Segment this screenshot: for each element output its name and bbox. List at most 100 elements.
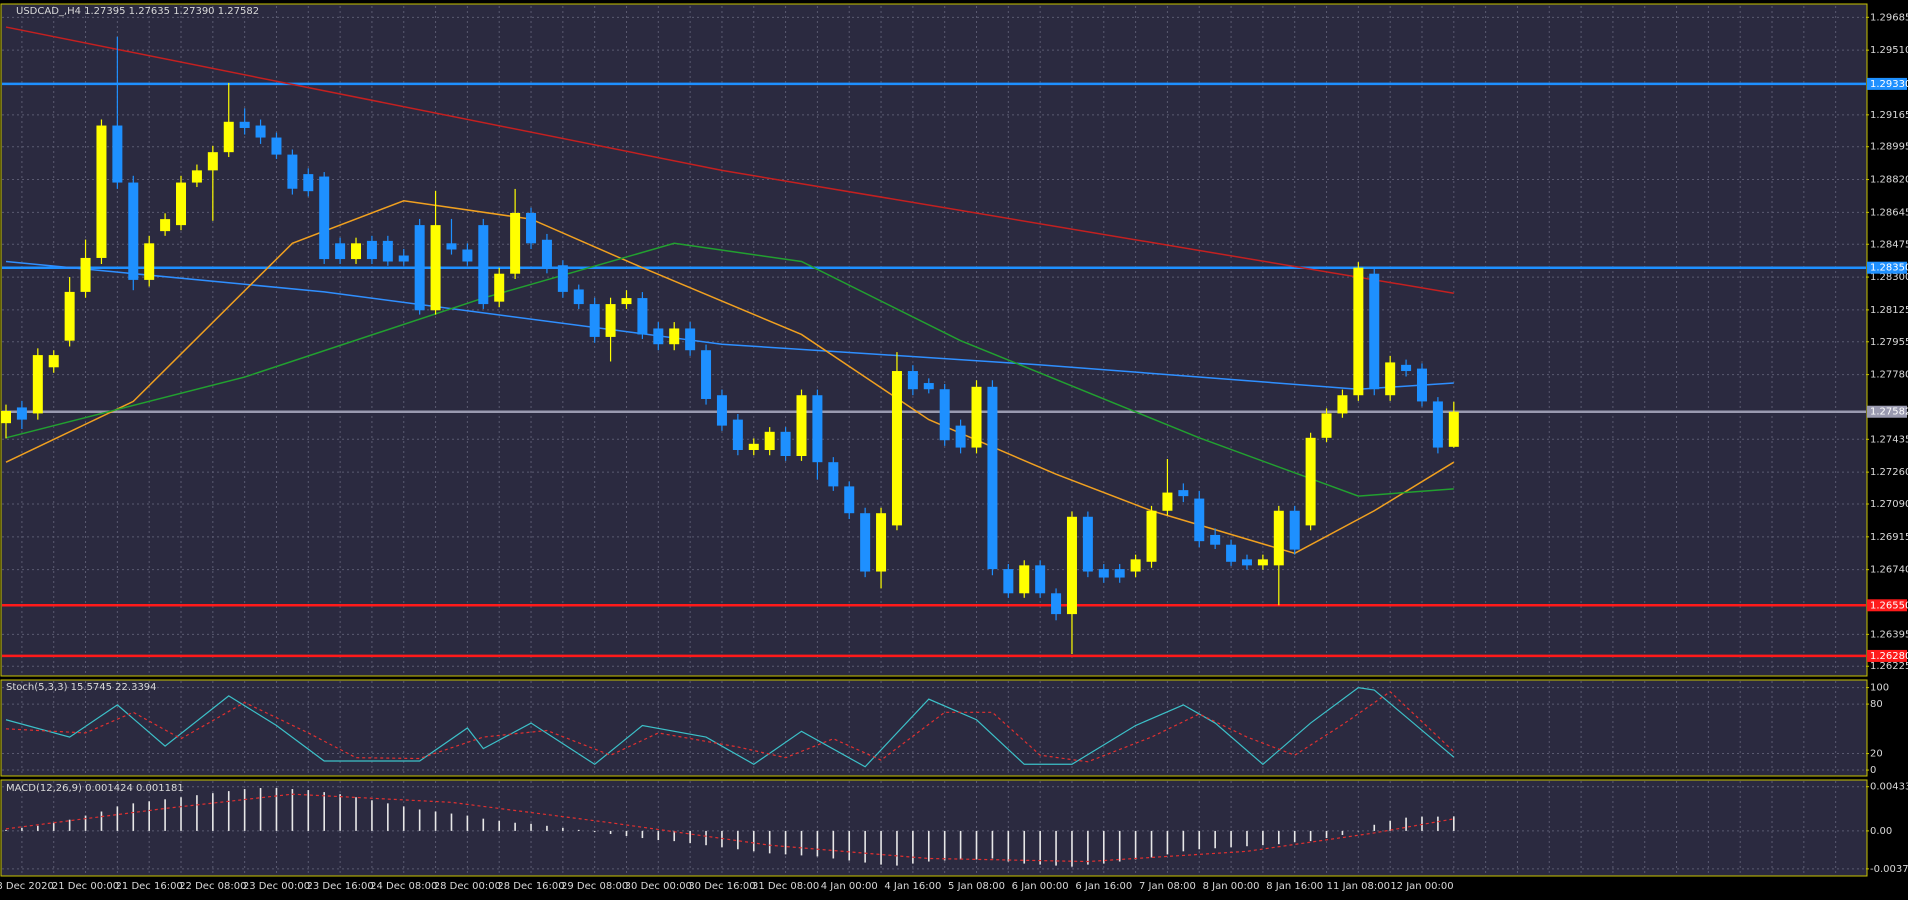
macd-bar [387,803,389,831]
y-tick-label: 0 [1870,765,1876,776]
macd-bar [530,823,532,831]
candle-body [128,182,139,280]
y-tick-label: 20 [1870,749,1883,760]
candle-body [255,125,266,138]
candle-body [1226,544,1237,562]
candle-body [1162,492,1173,511]
macd-bar [546,825,548,831]
indicator-line [5,690,1455,763]
candle-body [876,513,887,572]
x-tick-label: 18 Dec 2020 [0,881,54,892]
candle-body [1448,411,1459,447]
y-tick-label: 1.26915 [1870,532,1908,543]
level-label-box [1867,77,1907,90]
macd-bar [1118,830,1121,862]
candle-body [32,355,43,414]
macd-bar [1453,816,1455,831]
indicator-line [5,793,1454,863]
macd-bar [880,830,882,865]
candle-body [478,225,489,305]
candle-body [414,225,425,311]
macd-bar [593,830,596,832]
candle-body [1114,569,1125,578]
candle-body [526,212,537,244]
macd-bar [291,789,294,831]
candle-body [701,350,712,399]
candle-body [1051,593,1062,615]
candle-body [80,257,91,292]
macd-bar [402,806,405,831]
macd-bar [991,830,994,859]
grid [2,6,1866,875]
x-tick-label: 30 Dec 16:00 [688,881,755,892]
candle-body [1019,565,1030,594]
candle-body [605,304,616,337]
macd-bar [498,820,501,831]
macd-bar [52,822,55,831]
x-tick-label: 7 Jan 08:00 [1139,881,1196,892]
panel-title: Stoch(5,3,3) 15.5745 22.3394 [6,682,157,693]
macd-bar [100,811,103,831]
macd-bar [164,799,166,831]
level-label: 1.29330 [1870,79,1908,90]
candle-body [685,328,696,351]
macd-bar [959,830,962,860]
macd-bar [1389,820,1391,831]
macd-bar [1166,830,1169,855]
y-tick-label: 1.28125 [1870,305,1908,316]
macd-bar [339,794,341,831]
plot: 1.29685 1.29510 1.29165 1.28995 1.28820 1.286… [0,12,1908,892]
macd-bar [577,829,580,831]
candle-body [207,152,218,171]
macd-bar [1437,816,1439,831]
macd-bar [912,830,914,864]
macd-bar [864,830,866,863]
macd-bar [1182,830,1185,852]
x-tick-label: 8 Jan 00:00 [1203,881,1260,892]
y-tick-label: 1.27780 [1870,370,1908,381]
symbol-header: USDCAD_,H4 1.27395 1.27635 1.27390 1.275… [16,6,259,17]
candle-body [971,386,982,448]
macd-bar [180,797,182,831]
macd-bar [832,830,835,859]
candle-body [16,407,27,420]
macd-bar [768,830,771,854]
y-tick-label: 1.26225 [1870,661,1908,672]
candle-body [239,121,250,128]
candle-body [351,243,362,260]
macd-bar [1357,830,1360,832]
y-tick-label: 1.29685 [1870,12,1908,23]
macd-bar [1230,830,1232,848]
level-label-box [1867,261,1907,274]
x-tick-label: 6 Jan 16:00 [1075,881,1132,892]
x-tick-label: 30 Dec 00:00 [625,881,692,892]
candle-body [716,395,727,426]
candle-body [1178,490,1189,497]
candle-body [144,243,155,280]
candle-body [1369,273,1380,390]
candle-body [1035,565,1046,594]
candle-body [1321,413,1332,438]
macd-bar [705,830,707,846]
indicator-line [5,26,1454,294]
x-tick-label: 29 Dec 08:00 [561,881,628,892]
level-label-box [1867,599,1907,612]
macd-bar [1071,830,1073,867]
macd-panel [0,779,1868,877]
y-tick-label: 1.28995 [1870,142,1908,153]
macd-bar [1198,830,1201,850]
y-tick-label: 1.28300 [1870,272,1908,283]
macd-bar [132,803,135,831]
y-tick-label: 100 [1870,683,1889,694]
candle-body [1305,437,1316,526]
macd-bar [1134,830,1137,860]
macd-bar [816,830,819,857]
y-tick-label: 1.27955 [1870,337,1908,348]
macd-bar [227,791,230,831]
candle-body [1385,362,1396,396]
macd-bar [1262,830,1264,846]
candle-body [1194,498,1205,542]
macd-bar [1023,830,1026,864]
